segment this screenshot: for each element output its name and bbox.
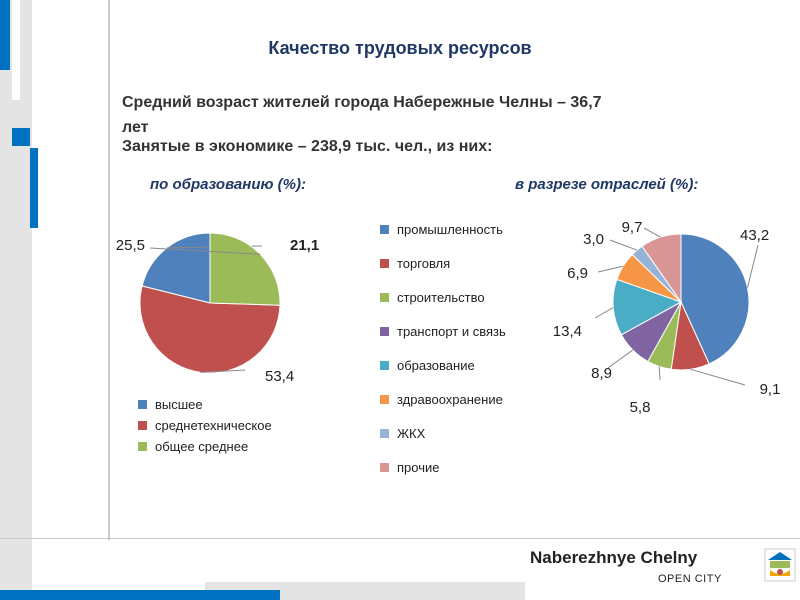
industry-legend: промышленность торговля строительство тр… xyxy=(380,212,506,484)
education-leader-line xyxy=(149,247,261,255)
legend-swatch xyxy=(380,326,389,336)
legend-item: промышленность xyxy=(380,212,506,246)
industry-leader-line xyxy=(597,265,624,273)
industry-value-label: 6,9 xyxy=(567,265,588,282)
legend-label: образование xyxy=(397,357,475,373)
employed-line: Занятые в экономике – 238,9 тыс. чел., и… xyxy=(122,138,493,155)
industry-value-label: 8,9 xyxy=(591,365,612,382)
legend-label: промышленность xyxy=(397,221,503,237)
slide-title: Качество трудовых ресурсов xyxy=(268,38,532,58)
legend-swatch xyxy=(138,442,147,451)
industry-value-label: 5,8 xyxy=(630,399,651,416)
legend-item: высшее xyxy=(138,394,272,415)
education-legend: высшее среднетехническое общее среднее xyxy=(138,394,272,457)
education-slice xyxy=(139,285,281,374)
legend-swatch xyxy=(380,428,389,438)
industry-slice xyxy=(680,233,750,365)
legend-label: строительство xyxy=(397,289,485,305)
industry-leader-line xyxy=(607,349,634,369)
industry-value-label: 9,7 xyxy=(622,219,643,236)
legend-swatch xyxy=(380,258,389,268)
legend-item: строительство xyxy=(380,280,506,314)
average-age-line-cont: лет xyxy=(122,119,149,136)
legend-label: транспорт и связь xyxy=(397,323,506,339)
legend-item: здравоохранение xyxy=(380,382,506,416)
industry-slice xyxy=(612,278,683,336)
average-age-line: Средний возраст жителей города Набережны… xyxy=(122,94,602,111)
legend-item: ЖКХ xyxy=(380,416,506,450)
left-decor-blue-block-2 xyxy=(30,148,38,228)
education-value-label: 21,1 xyxy=(290,237,319,254)
legend-label: ЖКХ xyxy=(397,425,426,441)
legend-label: здравоохранение xyxy=(397,391,503,407)
left-decor-gray-bar xyxy=(0,0,32,600)
bottom-gray-band xyxy=(205,582,525,600)
legend-label: прочие xyxy=(397,459,440,475)
brand-name: Naberezhnye Chelny xyxy=(530,548,698,567)
legend-item: торговля xyxy=(380,246,506,280)
education-value-label: 25,5 xyxy=(116,237,145,254)
legend-item: транспорт и связь xyxy=(380,314,506,348)
legend-item: прочие xyxy=(380,450,506,484)
legend-swatch xyxy=(380,224,389,234)
left-decor-blue-block xyxy=(12,128,30,146)
education-leader-line xyxy=(200,369,246,373)
industry-leader-line xyxy=(643,227,661,238)
industry-value-label: 9,1 xyxy=(760,381,781,398)
legend-item: образование xyxy=(380,348,506,382)
legend-swatch xyxy=(380,292,389,302)
legend-swatch xyxy=(380,462,389,472)
legend-swatch xyxy=(138,400,147,409)
industry-leader-line xyxy=(746,244,759,288)
legend-label: общее среднее xyxy=(155,439,249,454)
legend-label: торговля xyxy=(397,255,451,271)
brand-tagline: OPEN CITY xyxy=(658,573,722,585)
education-slice xyxy=(209,232,281,306)
industry-chart-title: в разрезе отраслей (%): xyxy=(515,176,699,193)
left-decor-white-stripe xyxy=(12,0,20,100)
industry-leader-line xyxy=(690,368,746,386)
legend-swatch xyxy=(380,360,389,370)
legend-label: среднетехническое xyxy=(155,418,272,433)
left-decor-blue-bar xyxy=(0,0,10,70)
bottom-blue-bar xyxy=(0,590,280,600)
vertical-divider xyxy=(108,0,110,540)
city-logo xyxy=(764,548,796,582)
industry-value-label: 43,2 xyxy=(740,227,769,244)
legend-item: общее среднее xyxy=(138,436,272,457)
industry-leader-line xyxy=(609,239,638,251)
legend-swatch xyxy=(380,394,389,404)
legend-label: высшее xyxy=(155,397,203,412)
industry-slice xyxy=(641,233,682,304)
legend-swatch xyxy=(138,421,147,430)
industry-leader-line xyxy=(658,366,661,381)
education-chart-title: по образованию (%): xyxy=(150,176,306,193)
industry-value-label: 13,4 xyxy=(553,323,582,340)
industry-leader-line xyxy=(594,307,614,319)
legend-item: среднетехническое xyxy=(138,415,272,436)
education-value-label: 53,4 xyxy=(265,368,294,385)
horizontal-divider xyxy=(0,538,800,539)
industry-value-label: 3,0 xyxy=(583,231,604,248)
